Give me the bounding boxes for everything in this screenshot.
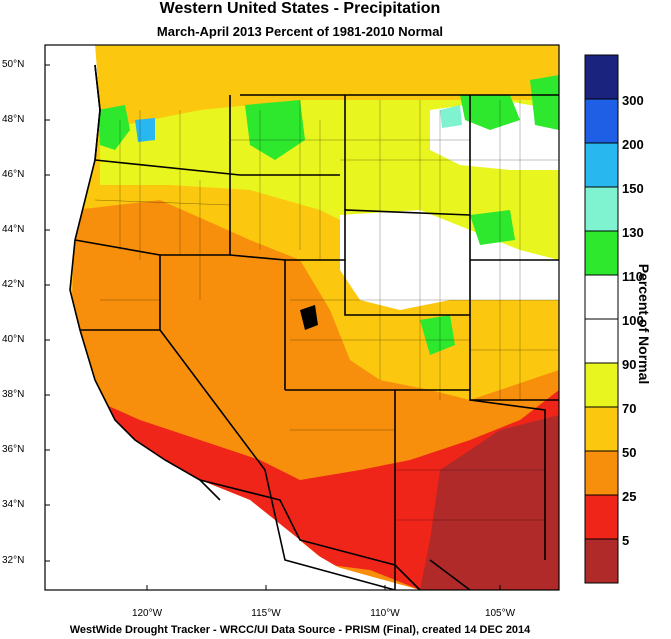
cyan-patch <box>135 118 155 142</box>
lat-label-44: 44°N <box>2 224 25 235</box>
colorbar-label-100: 100 <box>622 313 644 328</box>
colorbar-swatch-2 <box>584 142 619 188</box>
great-salt-lake <box>300 305 318 330</box>
green-patch-co <box>420 315 455 355</box>
colorbar-title: Percent of Normal <box>636 263 652 385</box>
green-patch-ne <box>530 75 559 130</box>
colorbar-swatch-10 <box>584 494 619 540</box>
map-frame <box>44 44 560 591</box>
normal-region-north <box>430 100 559 170</box>
lon-label-105: 105°W <box>484 608 516 619</box>
lat-label-36: 36°N <box>2 444 25 455</box>
colorbar-swatch-4 <box>584 230 619 276</box>
lat-label-50: 50°N <box>2 59 25 70</box>
colorbar-label-25: 25 <box>622 489 637 504</box>
colorbar-swatch-7 <box>584 362 619 408</box>
lat-label-34: 34°N <box>2 499 25 510</box>
lon-label-115: 115°W <box>251 608 281 619</box>
green-patch-wa <box>98 105 130 150</box>
colorbar-label-130: 130 <box>622 225 644 240</box>
colorbar-label-300: 300 <box>622 93 644 108</box>
colorbar-swatch-9 <box>584 450 619 496</box>
colorbar <box>584 54 619 584</box>
green-patch-sd <box>470 210 515 245</box>
colorbar-label-50: 50 <box>622 445 637 460</box>
colorbar-label-110: 110 <box>622 269 643 284</box>
coastline <box>69 64 221 501</box>
lon-label-110: 110°W <box>370 608 400 619</box>
colorbar-swatch-11 <box>584 538 619 584</box>
map-subtitle: March-April 2013 Percent of 1981-2010 No… <box>156 24 444 39</box>
lat-label-42: 42°N <box>2 279 25 290</box>
colorbar-label-70: 70 <box>622 401 637 416</box>
colorbar-label-150: 150 <box>622 181 644 196</box>
ocean <box>45 45 330 590</box>
green-patch-nd <box>460 95 520 130</box>
colorbar-swatch-3 <box>584 186 619 232</box>
lon-ticks <box>146 585 501 590</box>
mexico-border <box>199 479 471 590</box>
colorbar-swatch-5 <box>584 274 619 320</box>
map-title: Western United States - Precipitation <box>159 0 441 17</box>
lon-label-120: 120°W <box>131 608 163 619</box>
colorbar-swatch-8 <box>584 406 619 452</box>
lat-label-38: 38°N <box>2 389 25 400</box>
map-plot-area <box>45 45 559 590</box>
lat-label-40: 40°N <box>2 334 25 345</box>
dark-red-region <box>420 415 559 590</box>
footer-credit: WestWide Drought Tracker - WRCC/UI Data … <box>69 624 531 636</box>
lat-label-46: 46°N <box>2 169 25 180</box>
lat-label-32: 32°N <box>2 555 25 566</box>
colorbar-label-5: 5 <box>622 533 630 548</box>
lat-ticks <box>45 64 50 562</box>
colorbar-swatch-1 <box>584 98 619 144</box>
colorbar-swatch-6 <box>584 318 619 364</box>
colorbar-swatch-0 <box>584 54 619 100</box>
normal-region <box>340 210 559 310</box>
colorbar-label-200: 200 <box>622 137 644 152</box>
aqua-patch <box>440 105 462 128</box>
county-boundaries <box>94 100 559 521</box>
lat-label-48: 48°N <box>2 114 25 125</box>
colorbar-label-90: 90 <box>622 357 637 372</box>
